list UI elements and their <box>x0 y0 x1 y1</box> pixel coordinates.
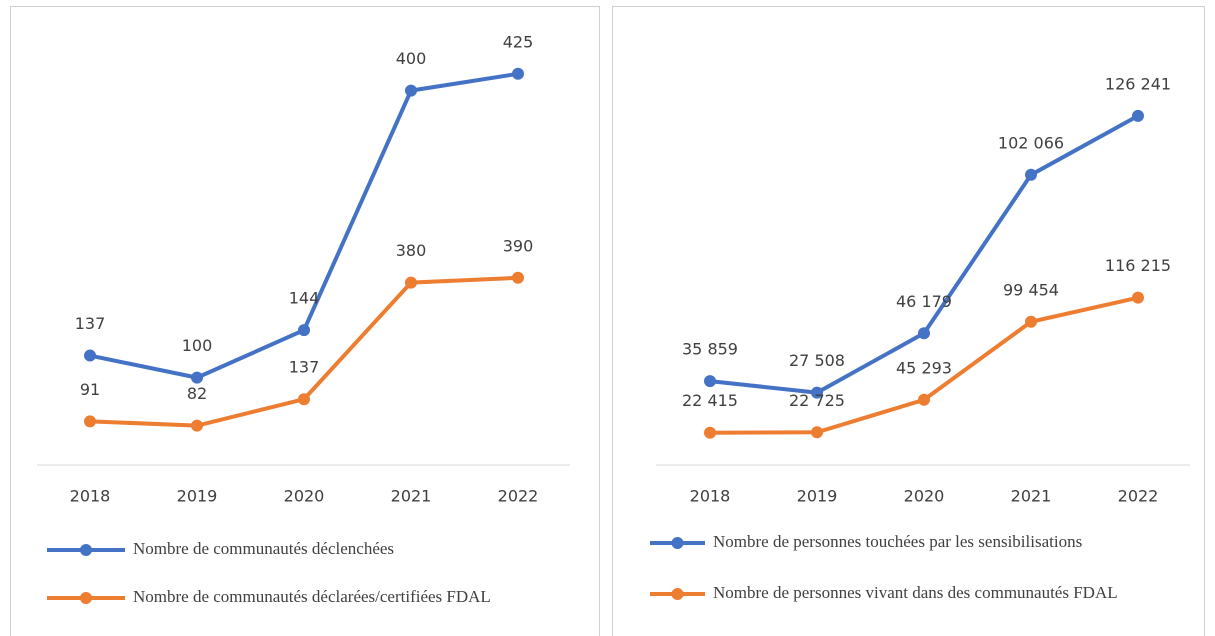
legend-marker <box>671 588 684 600</box>
legend-label: Nombre de communautés déclenchées <box>133 539 395 558</box>
legend-marker <box>671 537 684 549</box>
data-label: 102 066 <box>998 133 1064 152</box>
data-label: 35 859 <box>682 340 738 359</box>
data-point <box>298 393 310 406</box>
data-label: 137 <box>289 358 320 377</box>
data-label: 144 <box>289 289 320 308</box>
series-line <box>709 114 1139 395</box>
data-label: 400 <box>396 49 427 68</box>
x-tick-label: 2018 <box>70 487 111 506</box>
data-point <box>1132 291 1144 304</box>
chart-panel <box>10 6 600 636</box>
legend-label: Nombre de communautés déclarées/certifié… <box>133 587 491 606</box>
data-point <box>84 415 96 428</box>
data-label: 22 415 <box>682 391 738 410</box>
data-point <box>512 271 524 284</box>
x-tick-label: 2019 <box>177 487 218 506</box>
data-label: 22 725 <box>789 391 845 410</box>
data-point <box>811 386 823 399</box>
data-point <box>84 349 96 362</box>
x-tick-label: 2018 <box>690 487 731 506</box>
data-label: 100 <box>182 336 213 355</box>
data-label: 380 <box>396 241 427 260</box>
data-label: 425 <box>503 32 534 51</box>
x-tick-label: 2022 <box>498 487 539 506</box>
data-label: 82 <box>187 384 207 403</box>
data-point <box>1025 315 1037 328</box>
x-tick-label: 2021 <box>391 487 432 506</box>
x-tick-label: 2020 <box>284 487 325 506</box>
data-label: 99 454 <box>1003 280 1059 299</box>
x-tick-label: 2019 <box>797 487 838 506</box>
data-label: 116 215 <box>1105 256 1171 275</box>
data-label: 27 508 <box>789 351 845 370</box>
data-label: 45 293 <box>896 358 952 377</box>
data-point <box>704 426 716 439</box>
data-point <box>1025 168 1037 181</box>
x-tick-label: 2022 <box>1118 487 1159 506</box>
data-point <box>405 276 417 289</box>
data-point <box>512 67 524 80</box>
data-point <box>405 84 417 97</box>
data-label: 137 <box>75 314 106 333</box>
legend-label: Nombre de personnes vivant dans des comm… <box>713 583 1118 602</box>
data-label: 46 179 <box>896 292 952 311</box>
data-point <box>918 393 930 406</box>
legend-label: Nombre de personnes touchées par les sen… <box>713 532 1083 551</box>
data-point <box>191 419 203 432</box>
x-tick-label: 2021 <box>1011 487 1052 506</box>
data-point <box>811 426 823 439</box>
data-point <box>918 327 930 340</box>
data-point <box>191 371 203 384</box>
chart-panel <box>612 6 1205 636</box>
data-point <box>298 324 310 337</box>
data-point <box>704 375 716 388</box>
x-tick-label: 2020 <box>904 487 945 506</box>
data-label: 91 <box>80 380 100 399</box>
legend-marker <box>80 544 92 556</box>
data-label: 390 <box>503 236 534 255</box>
data-label: 126 241 <box>1105 74 1171 93</box>
data-point <box>1132 109 1144 122</box>
legend-marker <box>80 592 92 604</box>
